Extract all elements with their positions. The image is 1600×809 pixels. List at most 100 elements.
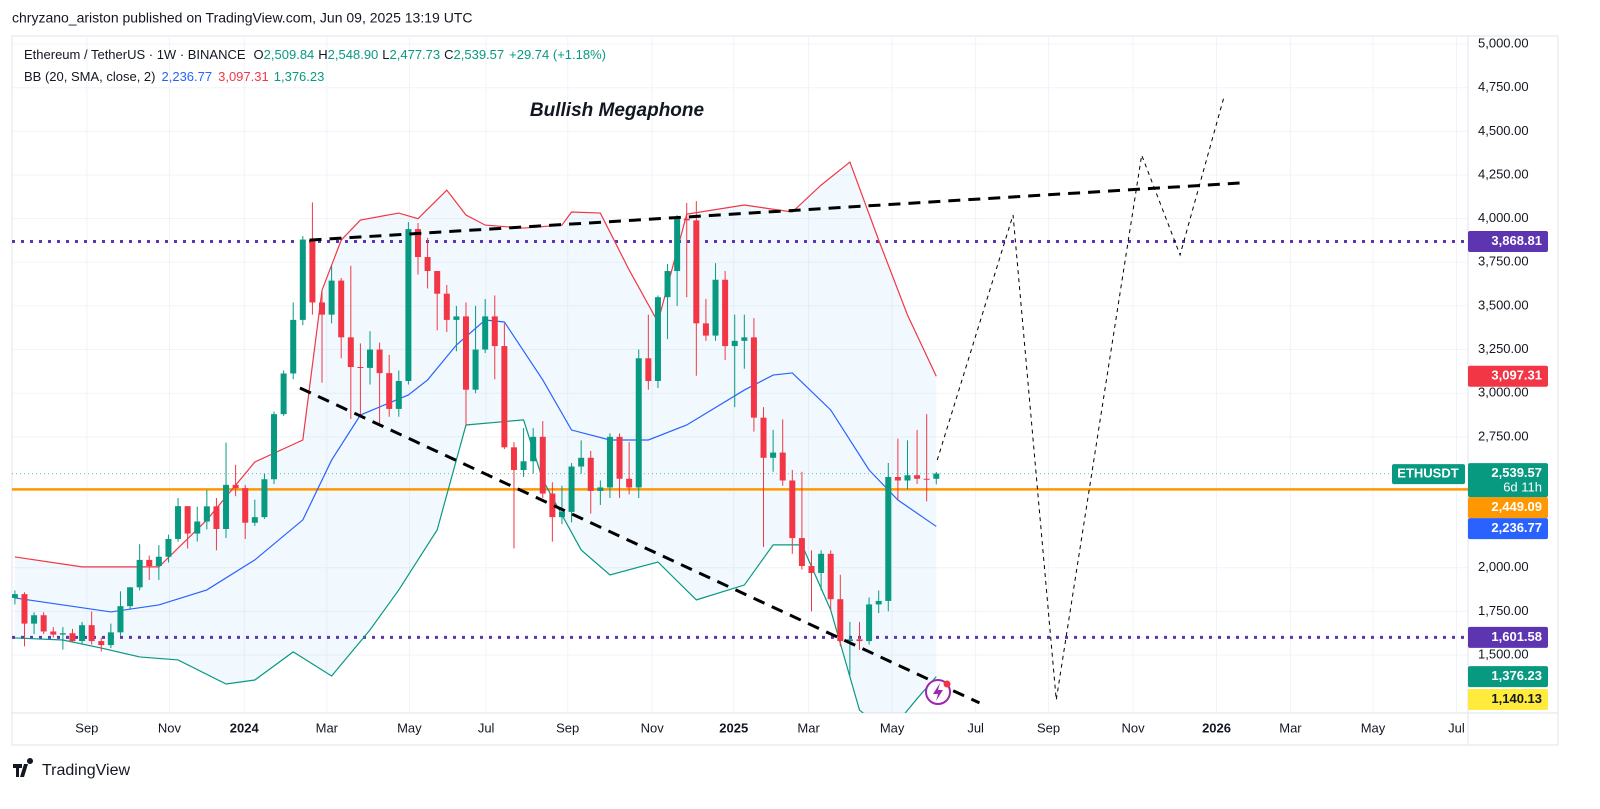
candle-body (232, 484, 239, 489)
indicator-values: 2,236.77 3,097.31 1,376.23 (162, 69, 325, 84)
candle-body (271, 414, 278, 480)
tradingview-logo: TradingView (13, 757, 130, 779)
candle-body (79, 625, 86, 642)
price-label: 3,868.81 (1491, 233, 1542, 248)
change: +29.74 (+1.18%) (509, 47, 606, 62)
candle-body (319, 302, 326, 315)
candle-body (520, 461, 527, 471)
x-tick-label: Jul (478, 720, 495, 735)
candle-body (213, 506, 220, 530)
candle-body (904, 475, 911, 481)
candle-body (203, 506, 210, 522)
candle-body (136, 559, 143, 588)
x-tick-label: Sep (1037, 720, 1060, 735)
candle-body (31, 615, 38, 624)
candle-body (328, 280, 335, 315)
candle-body (414, 229, 421, 258)
candle-body (712, 279, 719, 336)
candle-body (587, 457, 594, 491)
x-tick-label: Jul (967, 720, 984, 735)
candle-body (731, 340, 738, 347)
candle-body (395, 380, 402, 409)
candle-body (789, 480, 796, 539)
candle-body (750, 337, 757, 418)
ohlc-key: C (444, 47, 453, 62)
candle-body (683, 218, 690, 221)
band-value: 2,236.77 (162, 69, 213, 84)
trend-drawing (299, 386, 981, 705)
y-tick-label: 4,500.00 (1478, 123, 1529, 138)
x-tick-label: 2024 (230, 720, 260, 735)
trend-drawing (936, 95, 1225, 700)
candle-body (462, 316, 469, 390)
grid (12, 35, 1468, 713)
ohlc-key: O (254, 47, 264, 62)
candle-body (549, 493, 556, 518)
candle-body (606, 436, 613, 488)
price-label: 1,140.13 (1491, 691, 1542, 706)
candle-body (59, 633, 66, 635)
candle-body (770, 452, 777, 458)
candle-body (894, 476, 901, 481)
x-tick-label: Mar (1279, 720, 1302, 735)
x-tick-label: 2026 (1202, 720, 1231, 735)
candle-body (98, 641, 105, 646)
ohlc-values: O2,509.84 H2,548.90 L2,477.73 C2,539.57 +29.… (254, 47, 606, 62)
price-label: 3,097.31 (1491, 368, 1542, 383)
y-tick-label: 4,000.00 (1478, 210, 1529, 225)
candle-body (664, 271, 671, 298)
y-tick-label: 3,500.00 (1478, 297, 1529, 312)
ohlc-value: 2,509.84 (264, 47, 315, 62)
x-tick-label: Jul (1448, 720, 1465, 735)
indicator-legend: BB (20, SMA, close, 2) 2,236.77 3,097.31 1,… (24, 69, 324, 84)
price-label: 1,376.23 (1491, 668, 1542, 683)
y-tick-label: 3,750.00 (1478, 254, 1529, 269)
price-label: 2,449.09 (1491, 499, 1542, 514)
x-tick-label: May (1361, 720, 1386, 735)
y-tick-label: 5,000.00 (1478, 36, 1529, 51)
price-label: 2,236.77 (1491, 520, 1542, 535)
candle-body (338, 280, 345, 338)
candle-body (558, 511, 565, 518)
x-tick-label: May (397, 720, 422, 735)
candle-body (376, 349, 383, 374)
candle-body (626, 478, 633, 488)
candle-body (261, 479, 268, 518)
symbol-label-box (1392, 464, 1465, 485)
ohlc-value: 2,539.57 (454, 47, 505, 62)
candle-body (837, 599, 844, 642)
price-label-box (1468, 518, 1548, 540)
candle-body (702, 323, 709, 336)
candle-body (367, 349, 374, 368)
candle-body (424, 257, 431, 272)
x-tick-label: 2025 (719, 720, 748, 735)
publish-header: chryzano_ariston published on TradingVie… (12, 10, 472, 26)
y-tick-label: 3,250.00 (1478, 341, 1529, 356)
price-label-box (1468, 463, 1548, 498)
candle-body (568, 466, 575, 512)
candle-body (146, 559, 153, 567)
x-tick-label: Sep (556, 720, 579, 735)
x-tick-label: Mar (316, 720, 339, 735)
candle-body (491, 316, 498, 347)
indicator-name: BB (20, SMA, close, 2) (24, 69, 156, 84)
candle-body (846, 639, 853, 642)
price-label-box (1468, 231, 1548, 253)
y-tick-label: 3,000.00 (1478, 385, 1529, 400)
candle-body (885, 476, 892, 601)
candle-body (12, 594, 18, 598)
candle-body (50, 631, 57, 635)
candle-body (818, 553, 825, 574)
price-label: 1,601.58 (1491, 629, 1542, 644)
axes: 1,500.00 1,750.00 2,000.00 2,750.00 3,000.00… (75, 36, 1548, 735)
candle-body (808, 566, 815, 574)
alert-icon (925, 679, 951, 705)
y-tick-label: 1,500.00 (1478, 646, 1529, 661)
candle-body (530, 436, 537, 462)
candle-body (510, 447, 517, 471)
candle-body (251, 517, 258, 523)
candle-body (597, 487, 604, 491)
bollinger-band (14, 161, 937, 568)
